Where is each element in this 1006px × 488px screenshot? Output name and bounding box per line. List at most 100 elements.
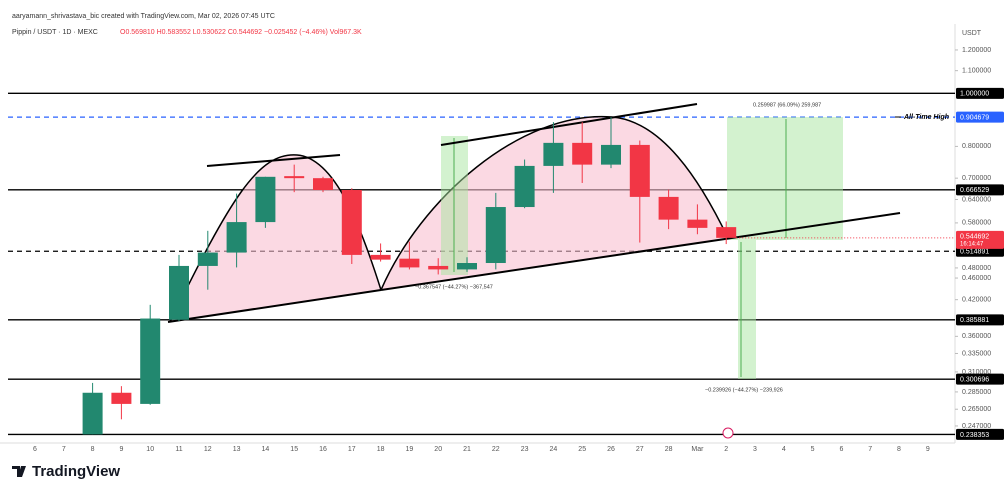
level-tag	[956, 314, 1004, 326]
trendline	[206, 154, 341, 167]
y-tick-label: 0.310000	[962, 369, 991, 376]
x-tick-label: 27	[636, 446, 644, 453]
y-tick-label: 0.480000	[962, 265, 991, 272]
level-label: 0.385881	[960, 317, 989, 324]
x-tick-label: 9	[119, 446, 123, 453]
countdown: 16:14:47	[960, 241, 984, 247]
y-tick-label: 0.335000	[962, 350, 991, 357]
cup-fill	[170, 154, 381, 322]
level-tag	[956, 373, 1004, 385]
candle-body	[543, 142, 564, 166]
x-tick-label: 2	[724, 446, 728, 453]
x-tick-label: 22	[492, 446, 500, 453]
x-tick-label: 18	[377, 446, 385, 453]
level-label: 0.904679	[960, 114, 989, 121]
trendline	[440, 103, 698, 146]
x-tick-label: 3	[753, 446, 757, 453]
x-tick-label: 7	[868, 446, 872, 453]
x-tick-label: 26	[607, 446, 615, 453]
last-price-tag	[956, 230, 1004, 249]
y-tick-label: 0.265000	[962, 406, 991, 413]
x-tick-label: 6	[33, 446, 37, 453]
y-tick-label: 0.640000	[962, 196, 991, 203]
last-price-label: 0.544692	[960, 234, 989, 241]
x-tick-label: 9	[926, 446, 930, 453]
x-tick-label: 8	[897, 446, 901, 453]
x-tick-label: 7	[62, 446, 66, 453]
y-tick-label: 0.580000	[962, 220, 991, 227]
x-tick-label: 13	[233, 446, 241, 453]
ath-label: All-Time High	[903, 114, 949, 121]
candle-body	[341, 190, 362, 255]
brand: TradingView	[32, 463, 120, 480]
symbol: Pippin / USDT · 1D · MEXC	[12, 29, 98, 36]
annotation: −0.239926 (−44.27%) −239,926	[705, 387, 783, 393]
candle-body	[255, 176, 276, 223]
candle-body	[629, 144, 650, 197]
x-tick-label: 5	[811, 446, 815, 453]
y-tick-label: 0.360000	[962, 333, 991, 340]
y-tick-label: 0.800000	[962, 143, 991, 150]
level-label: 1.000000	[960, 91, 989, 98]
x-tick-label: 25	[578, 446, 586, 453]
credit: aaryamann_shrivastava_bic created with T…	[12, 13, 275, 20]
candle-body	[428, 265, 449, 270]
level-tag	[956, 87, 1004, 99]
trendline	[380, 212, 901, 291]
level-label: 0.300696	[960, 377, 989, 384]
x-tick-label: 19	[406, 446, 414, 453]
level-tag	[956, 428, 1004, 440]
level-label: 0.666529	[960, 187, 989, 194]
y-tick-label: 0.460000	[962, 275, 991, 282]
measure-box	[738, 240, 756, 379]
candle-body	[169, 265, 189, 320]
y-tick-label: 0.700000	[962, 175, 991, 182]
candle-body	[226, 222, 247, 253]
candle-body	[658, 196, 679, 220]
y-tick-label: 0.247000	[962, 423, 991, 430]
x-tick-label: Mar	[691, 446, 704, 453]
level-tag	[956, 111, 1004, 123]
y-tick-label: 0.285000	[962, 389, 991, 396]
x-tick-label: 23	[521, 446, 529, 453]
x-tick-label: 6	[839, 446, 843, 453]
y-tick-label: 1.200000	[962, 47, 991, 54]
annotation: −0.367547 (−44.27%) −367,547	[415, 284, 493, 290]
x-tick-label: 4	[782, 446, 786, 453]
ohlc: O0.569810 H0.583552 L0.530622 C0.544692 …	[120, 29, 362, 36]
x-tick-label: 20	[434, 446, 442, 453]
x-tick-label: 14	[262, 446, 270, 453]
x-tick-label: 21	[463, 446, 471, 453]
x-tick-label: 10	[146, 446, 154, 453]
level-tag	[956, 184, 1004, 196]
candle-body	[457, 263, 477, 270]
x-tick-label: 15	[290, 446, 298, 453]
trendline	[167, 289, 382, 323]
level-label: 0.238353	[960, 432, 989, 439]
currency: USDT	[962, 30, 982, 37]
candle-body	[140, 318, 161, 404]
x-tick-label: 8	[91, 446, 95, 453]
candle-body	[716, 227, 737, 238]
candle-body	[111, 392, 132, 404]
x-tick-label: 24	[550, 446, 558, 453]
x-tick-label: 28	[665, 446, 673, 453]
candle-body	[313, 178, 333, 191]
candle-body	[485, 207, 506, 264]
candle-body	[197, 252, 218, 266]
x-tick-label: 12	[204, 446, 212, 453]
y-tick-label: 1.100000	[962, 67, 991, 74]
candle-body	[284, 176, 305, 179]
candle-body	[514, 165, 535, 208]
x-tick-label: 17	[348, 446, 356, 453]
candle-body	[687, 219, 708, 228]
event-marker	[722, 427, 734, 439]
x-tick-label: 16	[319, 446, 327, 453]
cup-curve	[380, 115, 729, 291]
candle-body	[370, 254, 391, 260]
measure-box	[727, 117, 843, 240]
annotation: 0.259987 (66.09%) 259,987	[753, 102, 821, 108]
candle-body	[572, 142, 593, 165]
candle-body	[601, 144, 621, 165]
